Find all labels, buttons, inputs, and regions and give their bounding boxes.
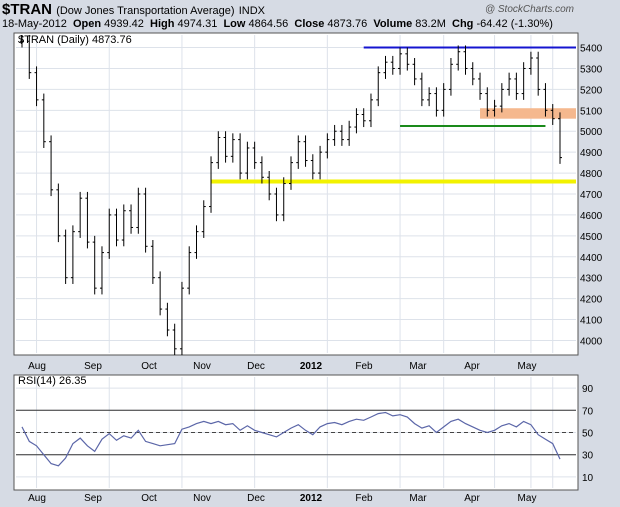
volume-value: 83.2M (415, 18, 446, 30)
chg-label: Chg (452, 18, 474, 30)
price-bars (20, 35, 562, 356)
quote-date: 18-May-2012 (2, 18, 67, 30)
rsi-x-tick: Feb (355, 493, 373, 504)
price-y-tick: 4400 (580, 253, 603, 264)
price-y-tick: 4100 (580, 316, 603, 327)
price-y-tick: 4800 (580, 169, 603, 180)
rsi-line (16, 409, 576, 467)
symbol-description: (Dow Jones Transportation Average) (56, 5, 235, 17)
price-y-tick: 5200 (580, 85, 603, 96)
open-value: 4939.42 (104, 18, 144, 30)
rsi-y-tick: 70 (582, 406, 594, 417)
y-tick-labels: 4000 4100 4200 4300 4400 4500 4600 4700 4800 4900… (580, 44, 603, 484)
rsi-x-tick: Nov (193, 493, 211, 504)
price-x-tick: 2012 (300, 361, 323, 372)
price-y-tick: 4200 (580, 295, 603, 306)
price-y-tick: 4600 (580, 211, 603, 222)
rsi-x-tick: Oct (141, 493, 157, 504)
close-label: Close (294, 18, 325, 30)
price-y-tick: 5000 (580, 127, 603, 138)
close-value: 4873.76 (327, 18, 368, 30)
price-y-tick: 4000 (580, 336, 603, 347)
price-x-tick: Feb (355, 361, 373, 372)
rsi-series (21, 411, 561, 467)
rsi-x-tick: Dec (247, 493, 265, 504)
rsi-y-tick: 10 (582, 473, 594, 484)
resistance-zone (480, 108, 576, 119)
rsi-y-tick: 50 (582, 429, 594, 440)
price-y-tick: 5100 (580, 106, 603, 117)
price-x-tick: Aug (28, 361, 46, 372)
watermark: @ StockCharts.com (484, 4, 574, 15)
low-value: 4864.56 (248, 18, 289, 30)
price-y-tick: 4500 (580, 232, 603, 243)
rsi-x-tick: Aug (28, 493, 46, 504)
price-y-tick: 5300 (580, 64, 603, 75)
price-y-tick: 4700 (580, 190, 603, 201)
symbol: $TRAN (2, 1, 53, 18)
price-x-tick: May (518, 361, 537, 372)
volume-label: Volume (373, 18, 413, 30)
price-x-tick: Apr (464, 361, 480, 372)
price-x-tick: Nov (193, 361, 211, 372)
rsi-x-tick: Sep (84, 493, 102, 504)
rsi-x-tick: 2012 (300, 493, 323, 504)
price-y-tick: 4300 (580, 274, 603, 285)
x-tick-labels: Aug Aug Sep Sep Oct Oct Nov Nov Dec Dec 2012 2012 Fe… (28, 361, 536, 504)
chg-value: -64.42 (-1.30%) (476, 18, 553, 30)
price-y-tick: 4900 (580, 148, 603, 159)
price-x-tick: Oct (141, 361, 157, 372)
low-label: Low (223, 18, 246, 30)
rsi-x-tick: Mar (409, 493, 427, 504)
exchange: INDX (238, 5, 265, 17)
price-x-tick: Mar (409, 361, 427, 372)
high-label: High (150, 18, 175, 30)
rsi-x-tick: Apr (464, 493, 480, 504)
quote-line: 18-May-2012 Open 4939.42 High 4974.31 Lo… (2, 18, 553, 30)
price-legend: $TRAN (Daily) 4873.76 (18, 34, 132, 46)
annotations (211, 46, 576, 184)
price-x-tick: Dec (247, 361, 265, 372)
rsi-legend: RSI(14) 26.35 (18, 375, 86, 387)
open-label: Open (72, 18, 102, 30)
rsi-y-tick: 90 (582, 384, 594, 395)
high-value: 4974.31 (177, 18, 218, 30)
price-y-tick: 5400 (580, 44, 603, 55)
chart-title: $TRAN (Dow Jones Transportation Average)… (2, 1, 265, 18)
rsi-y-tick: 30 (582, 451, 594, 462)
price-x-tick: Sep (84, 361, 102, 372)
rsi-x-tick: May (518, 493, 537, 504)
